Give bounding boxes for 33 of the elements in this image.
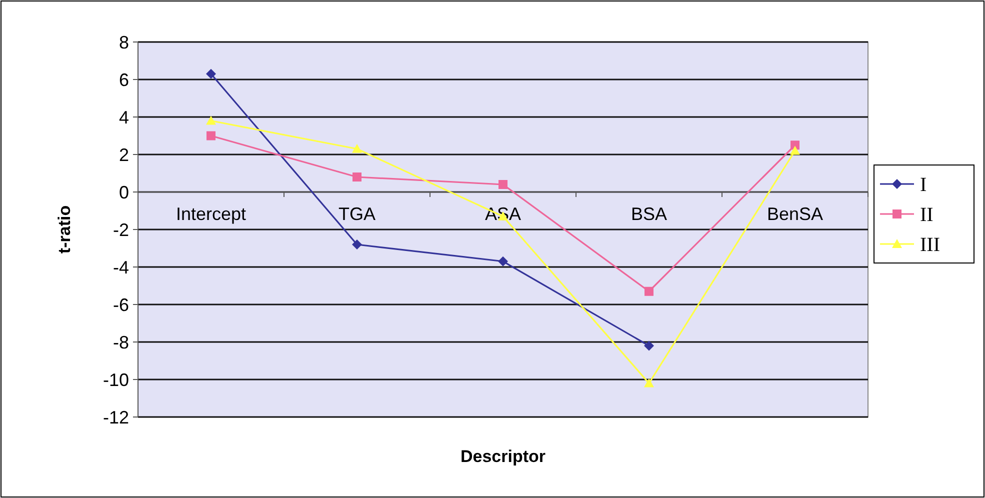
- x-axis-title: Descriptor: [460, 447, 546, 466]
- legend-label: II: [920, 204, 934, 226]
- x-tick-label: TGA: [338, 204, 376, 224]
- point: [790, 140, 800, 150]
- point: [498, 180, 508, 189]
- point: [644, 340, 654, 351]
- point: [352, 144, 362, 153]
- point: [206, 68, 216, 79]
- y-tick-label: -4: [112, 257, 129, 278]
- point: [790, 146, 800, 155]
- y-tick-label: 8: [118, 32, 129, 52]
- y-tick-label: -8: [112, 332, 129, 352]
- point: [644, 286, 654, 296]
- y-tick-label: 4: [118, 107, 129, 128]
- x-tick-label: Intercept: [176, 204, 246, 224]
- point: [352, 172, 362, 182]
- point: [644, 378, 654, 388]
- y-tick-label: 2: [118, 144, 129, 165]
- point: [352, 240, 362, 250]
- point: [498, 256, 508, 266]
- x-tick-label: BenSA: [766, 204, 824, 224]
- y-tick-label: 6: [118, 70, 129, 90]
- x-tick-label: BSA: [630, 204, 668, 224]
- point: [206, 131, 216, 140]
- y-tick-label: 0: [118, 182, 129, 202]
- legend-label: I: [920, 174, 927, 196]
- y-tick-label: -12: [102, 407, 129, 428]
- point: [206, 116, 216, 125]
- y-tick-label: -6: [112, 294, 129, 315]
- y-tick-label: -2: [112, 220, 129, 240]
- legend-label: III: [920, 234, 940, 256]
- y-axis-title: t-ratio: [55, 205, 74, 254]
- y-tick-label: -10: [102, 370, 129, 390]
